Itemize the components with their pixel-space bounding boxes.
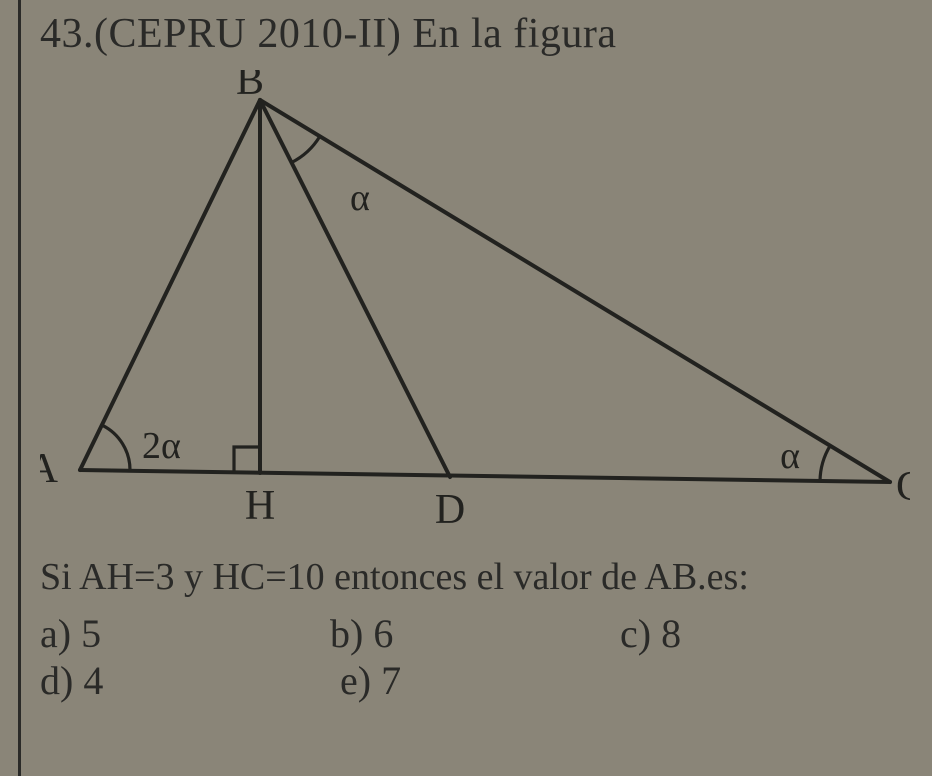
question-number: 43. [40,11,94,57]
svg-text:B: B [236,70,264,104]
option-d-value: 4 [83,658,103,703]
options-row-2: d) 4 e) 7 [40,657,910,704]
option-a: a) 5 [40,610,330,657]
options-row-1: a) 5 b) 6 c) 8 [40,610,910,657]
given-eq1-r: 3 [155,556,174,598]
given-eq2-l: HC [212,556,265,598]
margin-rule [18,0,21,776]
page: 43.(CEPRU 2010-II) En la figura A B C H D 2α α… [0,0,932,776]
option-e-value: 7 [381,658,401,703]
geometry-figure: A B C H D 2α α α [40,70,910,530]
option-e: e) 7 [340,657,640,704]
given-suffix: entonces el valor de AB.es: [334,556,749,598]
option-b-value: 6 [373,611,393,656]
option-d: d) 4 [40,657,340,704]
svg-text:D: D [435,487,465,530]
given-and: y [184,556,203,598]
option-c: c) 8 [620,610,910,657]
given-prefix: Si [40,556,72,598]
question-source: (CEPRU 2010-II) [94,11,401,57]
options-block: a) 5 b) 6 c) 8 d) 4 e) 7 [40,610,910,704]
svg-text:A: A [40,446,59,492]
svg-text:α: α [350,177,370,219]
option-a-value: 5 [81,611,101,656]
svg-text:C: C [896,464,910,510]
given-eq2-r: 10 [287,556,325,598]
svg-text:2α: 2α [142,425,181,467]
question-header: 43.(CEPRU 2010-II) En la figura [40,10,617,58]
given-eq1-l: AH [79,556,134,598]
option-b: b) 6 [330,610,620,657]
svg-text:H: H [245,483,275,529]
question-prompt: En la figura [412,11,616,57]
option-c-value: 8 [661,611,681,656]
svg-text:α: α [780,435,800,477]
given-statement: Si AH=3 y HC=10 entonces el valor de AB.… [40,555,749,599]
